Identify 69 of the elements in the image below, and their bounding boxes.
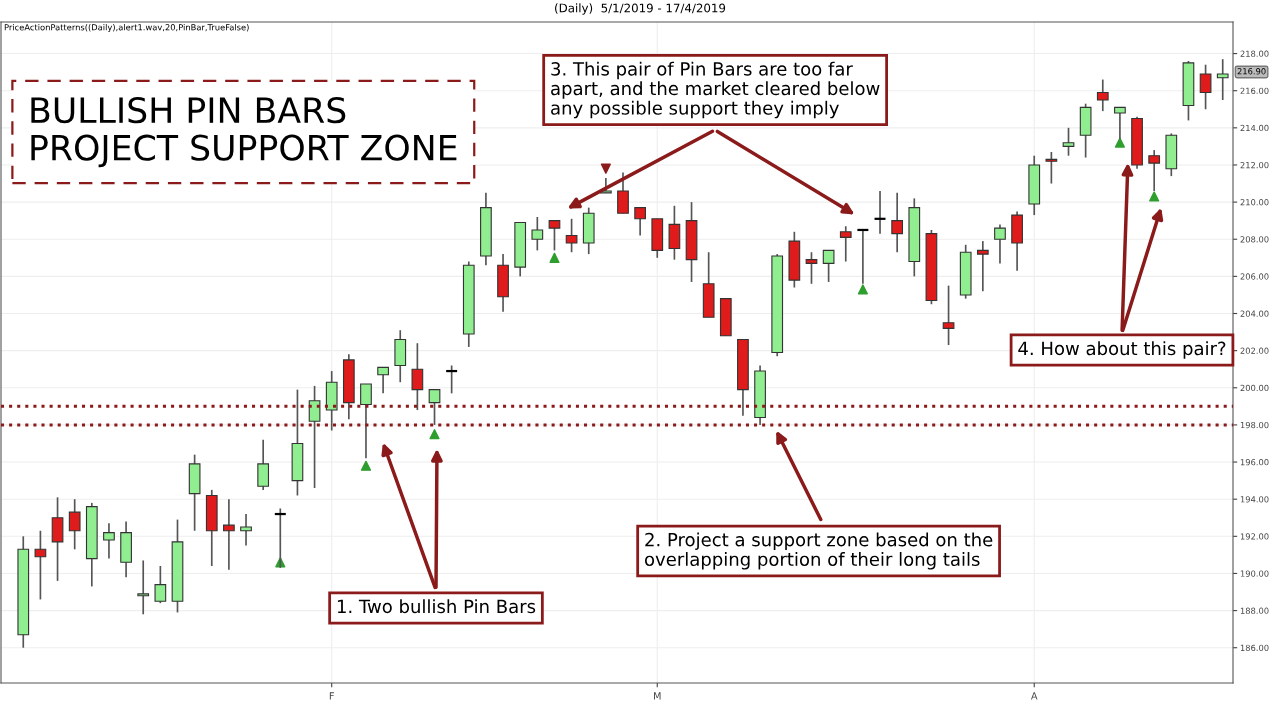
y-tick-label: 218.00 xyxy=(1240,50,1269,57)
candlestick xyxy=(154,565,167,604)
y-tick-label: 200.00 xyxy=(1240,384,1269,392)
annotation: BULLISH PIN BARS PROJECT SUPPORT ZONE xyxy=(31,97,457,168)
y-tick-label: 214.00 xyxy=(1240,124,1269,132)
annotation: 1. Two bullish Pin Bars xyxy=(337,599,536,614)
point xyxy=(1114,137,1125,148)
y-tick-label: 208.00 xyxy=(1240,236,1269,243)
candlestick xyxy=(68,498,81,551)
candlestick xyxy=(377,366,389,395)
candlestick xyxy=(805,251,818,285)
candlestick xyxy=(617,171,629,215)
y-tick-label: 192.00 xyxy=(1240,533,1269,540)
candlestick xyxy=(856,228,870,285)
point xyxy=(857,284,868,295)
candlestick xyxy=(873,190,887,235)
x-tick-label: F xyxy=(329,692,334,700)
candlestick xyxy=(360,383,372,460)
point xyxy=(1149,191,1160,202)
y-tick-label: 210.00 xyxy=(1240,199,1269,206)
candlestick xyxy=(891,191,904,254)
candlestick xyxy=(1148,149,1161,192)
x-tick-label: M xyxy=(654,692,661,700)
candlestick xyxy=(531,216,544,252)
annotation: 2. Project a support zone based on the overlapping portion of their long tails xyxy=(645,532,993,570)
y-tick-label: 190.00 xyxy=(1240,570,1269,577)
candlestick xyxy=(994,223,1006,265)
y-tick-label: 186.00 xyxy=(1240,644,1269,652)
y-tick-label: 212.00 xyxy=(1240,161,1269,169)
candlestick xyxy=(1216,58,1229,101)
candlestick xyxy=(240,513,252,547)
candlestick xyxy=(634,206,646,237)
y-tick-label: 204.00 xyxy=(1240,310,1269,317)
annotation: 4. How about this pair? xyxy=(1018,341,1226,359)
text: 216.90 xyxy=(1237,68,1266,75)
candlestick xyxy=(942,284,955,346)
annotation: PriceActionPatterns((Daily),alert1.wav,20,PinBar,TrueFalse) xyxy=(4,23,249,33)
candlestick xyxy=(1062,126,1075,157)
y-tick-label: 196.00 xyxy=(1240,459,1269,466)
candlestick xyxy=(103,522,115,560)
candlestick xyxy=(308,385,321,489)
candlestick xyxy=(976,240,989,293)
candlestick xyxy=(445,364,459,395)
candlestick xyxy=(257,438,270,491)
candlestick xyxy=(1199,63,1212,111)
candlestick xyxy=(428,388,441,426)
y-tick-label: 194.00 xyxy=(1240,496,1269,503)
y-tick-label: 216.00 xyxy=(1240,87,1269,94)
x-tick-label: A xyxy=(1030,692,1038,700)
candlestick xyxy=(1045,151,1058,185)
point xyxy=(600,163,611,174)
point xyxy=(429,429,440,440)
candlestick xyxy=(548,219,561,252)
y-tick-label: 202.00 xyxy=(1240,347,1269,354)
candlestick xyxy=(34,529,47,601)
annotation: 3. This pair of Pin Bars are too far apart, and the market cleared below any possible support they imply xyxy=(551,61,880,119)
point xyxy=(549,252,560,263)
candlestick xyxy=(565,217,578,254)
candlestick xyxy=(223,498,235,571)
chart-title: (Daily) 5/1/2019 - 17/4/2019 xyxy=(555,3,726,15)
point xyxy=(360,460,372,471)
candlestick xyxy=(1096,78,1109,112)
candlestick xyxy=(137,559,150,616)
y-tick-label: 198.00 xyxy=(1240,421,1269,429)
candlestick xyxy=(839,225,852,263)
y-tick-label: 206.00 xyxy=(1240,273,1269,280)
candlestick xyxy=(822,249,835,283)
y-tick-label: 188.00 xyxy=(1240,607,1269,614)
candlestick xyxy=(411,342,424,411)
